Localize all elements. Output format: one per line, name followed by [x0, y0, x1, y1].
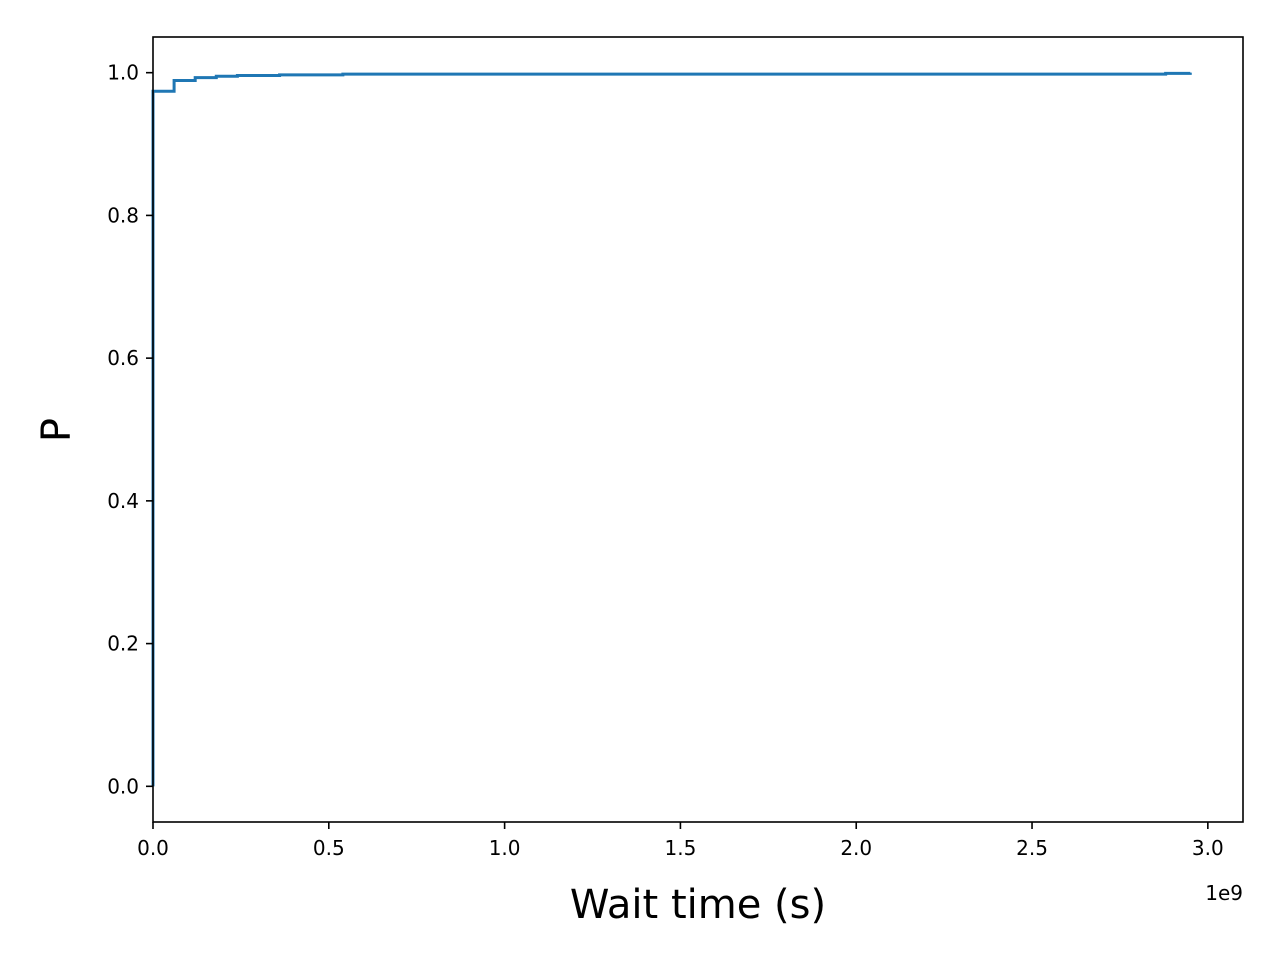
y-tick-label: 1.0 [107, 61, 139, 85]
plot-area [151, 36, 1244, 823]
x-tick-label: 1.5 [665, 836, 697, 860]
y-tick-label: 0.0 [107, 774, 139, 798]
x-axis-offset-label: 1e9 [1205, 881, 1243, 905]
x-tick-label: 3.0 [1192, 836, 1224, 860]
x-axis-label: Wait time (s) [570, 882, 826, 928]
x-tick-label: 1.0 [489, 836, 521, 860]
y-axis-ticks: 0.0 0.2 0.4 0.6 0.8 1.0 [107, 61, 153, 798]
x-tick-label: 0.5 [313, 836, 345, 860]
series-line-0 [151, 71, 1192, 787]
y-tick-label: 0.8 [107, 203, 139, 227]
y-tick-label: 0.4 [107, 489, 139, 513]
x-tick-label: 0.0 [137, 836, 169, 860]
axes-frame [152, 36, 1244, 823]
y-tick-label: 0.6 [107, 346, 139, 370]
x-tick-label: 2.0 [840, 836, 872, 860]
y-tick-label: 0.2 [107, 632, 139, 656]
y-axis-label: P [34, 418, 80, 442]
x-tick-label: 2.5 [1016, 836, 1048, 860]
x-axis-ticks: 0.0 0.5 1.0 1.5 2.0 2.5 3.0 [137, 822, 1224, 860]
